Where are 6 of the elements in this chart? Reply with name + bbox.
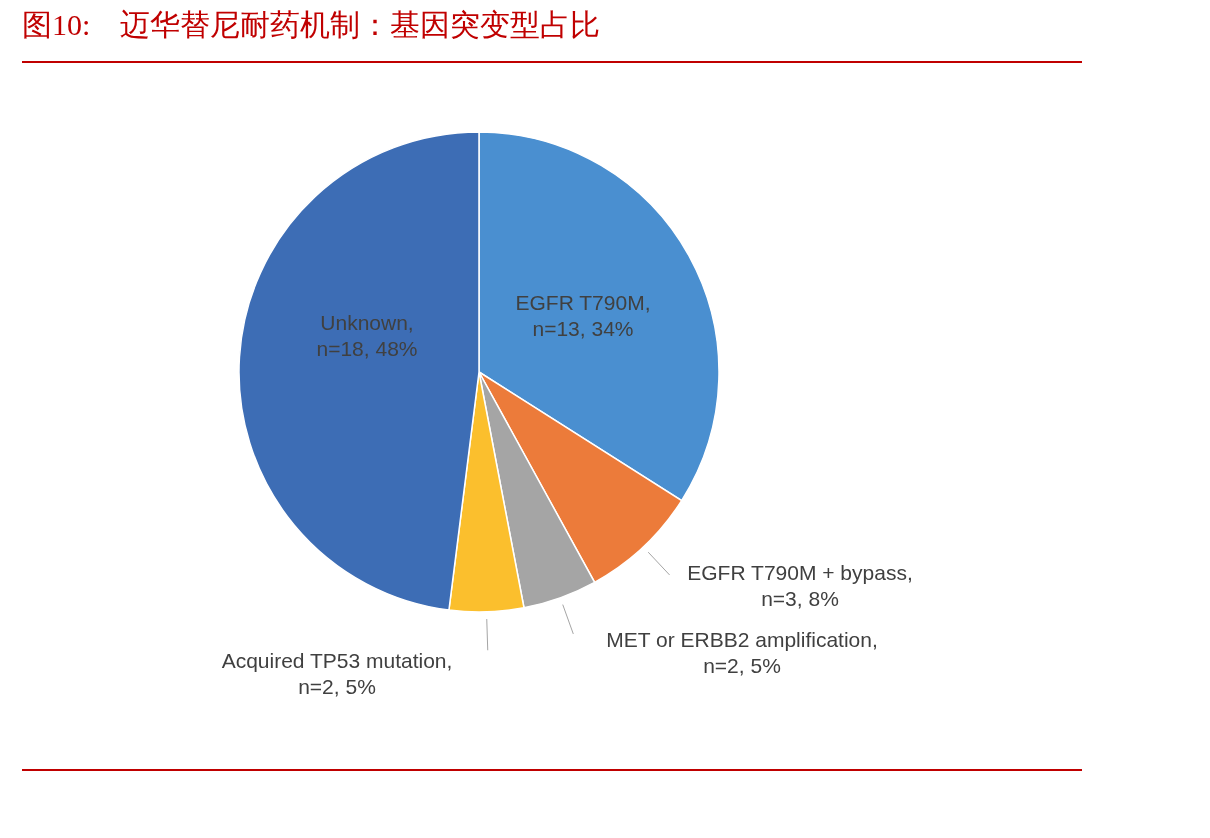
slice-label: Unknown, n=18, 48% (316, 311, 418, 360)
slice-label: MET or ERBB2 amplification, n=2, 5% (606, 628, 878, 677)
slice-label: Acquired TP53 mutation, n=2, 5% (221, 649, 453, 698)
slice-label: EGFR T790M, n=13, 34% (515, 291, 651, 340)
slice-label: EGFR T790M + bypass, n=3, 8% (687, 561, 913, 610)
chart-title: 图10: 迈华替尼耐药机制：基因突变型占比 (22, 8, 601, 41)
